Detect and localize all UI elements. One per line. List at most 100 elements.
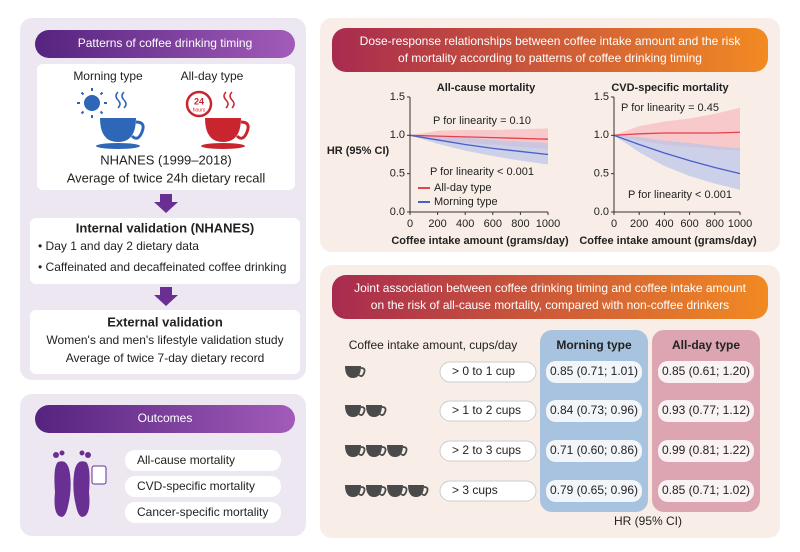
annotation: P for linearity < 0.001 — [628, 189, 732, 201]
annotation: P for linearity = 0.45 — [621, 102, 719, 114]
row-label: > 1 to 2 cups — [452, 403, 521, 417]
cell-pill — [546, 400, 642, 422]
cell-pill — [658, 440, 754, 462]
cell-value: 0.71 (0.60; 0.86) — [550, 443, 638, 457]
y-tick-label: 1.0 — [594, 129, 609, 141]
box — [30, 310, 300, 374]
cup-icon — [387, 485, 403, 497]
line — [409, 134, 549, 140]
footer: HR (95% CI) — [614, 514, 682, 528]
row-label: > 2 to 3 cups — [452, 443, 521, 457]
line — [613, 131, 741, 136]
cell-pill — [658, 480, 754, 502]
pill — [125, 450, 281, 471]
x-tick-label: 1000 — [536, 218, 560, 230]
cup-handle — [130, 120, 145, 140]
cup-icon — [366, 485, 382, 497]
steam — [115, 91, 127, 109]
line — [613, 134, 741, 175]
arrow — [154, 287, 178, 306]
row-label: > 3 cups — [452, 483, 498, 497]
steam — [223, 91, 235, 109]
method: Average of twice 24h dietary recall — [67, 170, 266, 185]
outcome: CVD-specific mortality — [137, 479, 255, 493]
header-pill — [35, 30, 295, 58]
cup-icon — [345, 485, 361, 497]
y-tick-label: 1.5 — [594, 91, 609, 103]
cup-handle — [358, 446, 366, 457]
y-tick-label: 0.0 — [390, 206, 405, 218]
row-label: > 0 to 1 cup — [452, 364, 515, 378]
clock-icon — [185, 90, 213, 118]
line: Average of twice 7-day dietary record — [66, 351, 265, 365]
header-pill — [35, 405, 295, 433]
annotation: P for linearity < 0.001 — [430, 166, 534, 178]
arrow — [154, 194, 178, 213]
ci-band — [410, 135, 548, 165]
saucer — [96, 143, 140, 149]
x-tick-label: 0 — [407, 218, 413, 230]
x-tick-label: 1000 — [728, 218, 752, 230]
x-tick-label: 0 — [611, 218, 617, 230]
x-tick-label: 600 — [484, 218, 502, 230]
cup-icon — [100, 118, 136, 142]
cell-pill — [658, 400, 754, 422]
header: Dose-response relationships between coff… — [360, 34, 742, 48]
cup-handle — [400, 446, 408, 457]
row-label-pill — [439, 440, 537, 462]
box-title: External validation — [107, 314, 223, 329]
box-title: Internal validation (NHANES) — [76, 220, 254, 235]
line: Women's and men's lifestyle validation s… — [46, 333, 283, 347]
cell-value: 0.84 (0.73; 0.96) — [550, 403, 638, 417]
y-axis-label: HR (95% CI) — [327, 145, 390, 157]
cup-handle — [421, 486, 429, 497]
box — [30, 218, 300, 284]
clock-unit: hours — [193, 107, 206, 113]
bullet: • Caffeinated and decaffeinated coffee d… — [38, 260, 286, 274]
cell-value: 0.85 (0.71; 1.02) — [662, 483, 750, 497]
header-pill — [332, 28, 768, 72]
header-pill — [332, 275, 768, 319]
ci-band — [614, 135, 740, 190]
cell-pill — [546, 480, 642, 502]
cup-handle — [358, 486, 366, 497]
cell-pill — [658, 361, 754, 383]
cell-value: 0.99 (0.81; 1.22) — [662, 443, 750, 457]
x-tick-label: 200 — [630, 218, 648, 230]
cup-icon — [345, 366, 361, 378]
cup-icon — [366, 405, 382, 417]
header: of mortality according to patterns of co… — [398, 51, 702, 65]
outcome: All-cause mortality — [137, 453, 235, 467]
row-label-pill — [439, 361, 537, 383]
chart-title: All-cause mortality — [437, 82, 536, 94]
legend-label: All-day type — [434, 182, 491, 194]
sun-icon — [77, 88, 107, 118]
cell-value: 0.85 (0.71; 1.01) — [550, 364, 638, 378]
y-tick-label: 0.5 — [390, 168, 405, 180]
feet-icon — [53, 450, 91, 517]
clock-number: 24 — [194, 96, 204, 106]
header: Patterns of coffee drinking timing — [78, 36, 253, 50]
label: All-day type — [181, 69, 244, 83]
y-tick-label: 0.0 — [594, 206, 609, 218]
x-tick-label: 800 — [511, 218, 529, 230]
x-tick-label: 200 — [428, 218, 446, 230]
cup-handle — [400, 486, 408, 497]
row-label-pill — [439, 400, 537, 422]
panel — [320, 18, 780, 252]
header: Outcomes — [138, 411, 193, 425]
chart-title: CVD-specific mortality — [611, 82, 729, 94]
header: on the risk of all-cause mortality, comp… — [371, 298, 729, 312]
column-header: Morning type — [556, 338, 632, 352]
pill — [125, 476, 281, 497]
source: NHANES (1999–2018) — [100, 152, 232, 167]
x-tick-label: 800 — [706, 218, 724, 230]
cup-handle — [358, 406, 366, 417]
y-tick-label: 1.5 — [390, 91, 405, 103]
cell-value: 0.79 (0.65; 0.96) — [550, 483, 638, 497]
cup-icon — [387, 445, 403, 457]
x-tick-label: 600 — [680, 218, 698, 230]
cell-value: 0.85 (0.61; 1.20) — [662, 364, 750, 378]
